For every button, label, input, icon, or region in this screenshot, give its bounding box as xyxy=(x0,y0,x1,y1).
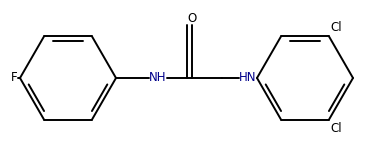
Text: HN: HN xyxy=(239,71,257,84)
Text: NH: NH xyxy=(149,71,167,84)
Text: F: F xyxy=(11,71,18,84)
Text: Cl: Cl xyxy=(330,122,342,135)
Text: O: O xyxy=(187,11,197,24)
Text: Cl: Cl xyxy=(330,21,342,34)
